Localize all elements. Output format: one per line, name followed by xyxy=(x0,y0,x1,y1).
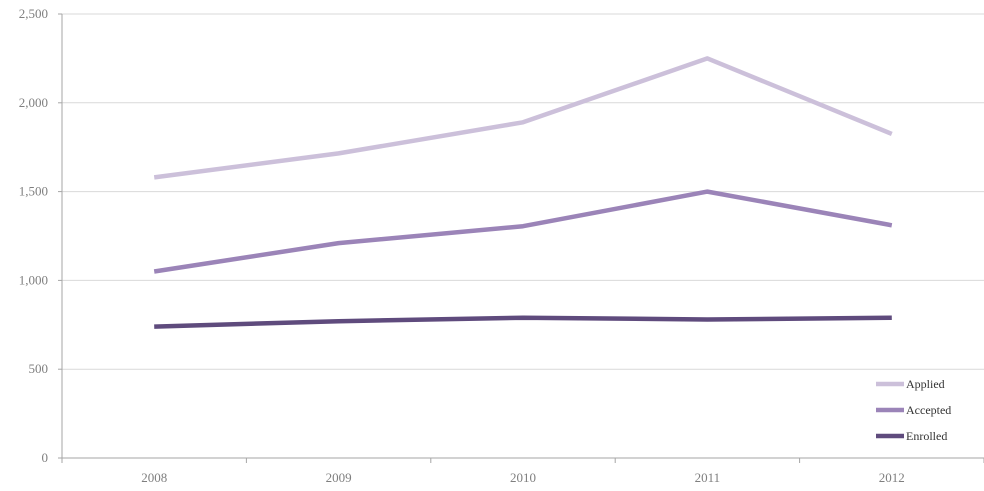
legend-label: Applied xyxy=(906,377,945,391)
series-line-accepted xyxy=(153,189,893,274)
series-lines xyxy=(153,56,893,329)
y-tick-label: 1,500 xyxy=(19,184,48,199)
y-tick-label: 0 xyxy=(42,450,49,465)
series-line-enrolled xyxy=(154,315,892,329)
legend-label: Enrolled xyxy=(906,429,947,443)
legend-item-applied: Applied xyxy=(876,377,945,391)
x-tick-label: 2012 xyxy=(879,470,905,485)
y-tick-label: 1,000 xyxy=(19,272,48,287)
y-tick-label: 2,500 xyxy=(19,6,48,21)
series-line-applied xyxy=(153,56,893,180)
x-tick-label: 2008 xyxy=(141,470,167,485)
legend-label: Accepted xyxy=(906,403,951,417)
legend-item-enrolled: Enrolled xyxy=(876,429,947,443)
x-axis: 2008 2009 2010 2011 2012 xyxy=(61,457,984,485)
legend: Applied Accepted Enrolled xyxy=(876,377,951,443)
gridlines xyxy=(62,13,984,370)
legend-item-accepted: Accepted xyxy=(876,403,951,417)
x-tick-label: 2011 xyxy=(695,470,721,485)
x-tick-label: 2009 xyxy=(326,470,352,485)
y-tick-label: 2,000 xyxy=(19,95,48,110)
y-tick-label: 500 xyxy=(29,361,49,376)
y-axis: 0 500 1,000 1,500 2,000 2,500 xyxy=(19,6,63,465)
x-tick-label: 2010 xyxy=(510,470,536,485)
